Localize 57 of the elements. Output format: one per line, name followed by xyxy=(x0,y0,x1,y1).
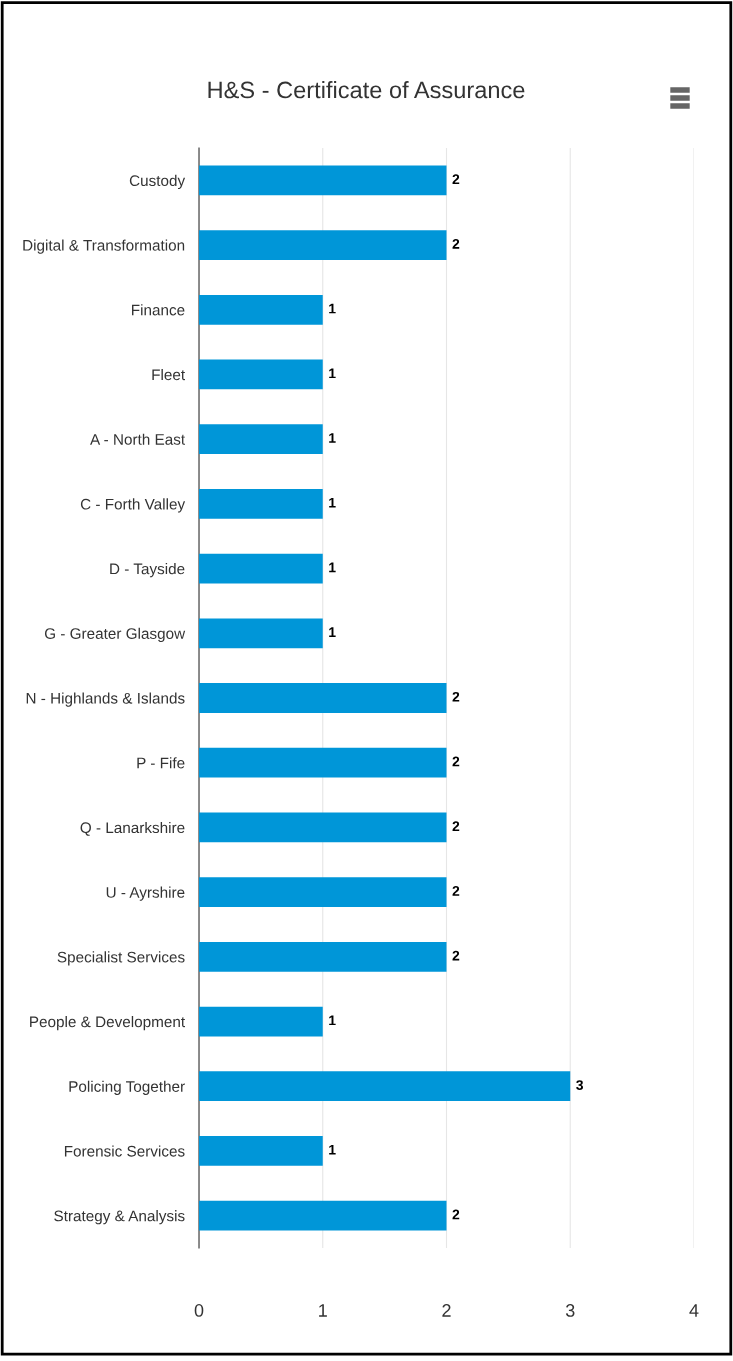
data-label: 2 xyxy=(452,950,460,961)
y-tick-label: N - Highlands & Islands xyxy=(26,692,185,707)
bar xyxy=(199,230,447,260)
y-tick-label: D - Tayside xyxy=(110,563,185,578)
chart-title: H&S - Certificate of Assurance xyxy=(208,81,525,99)
x-tick-label: 0 xyxy=(194,1304,204,1317)
data-label: 2 xyxy=(452,174,460,184)
y-tick-label: Specialist Services xyxy=(57,951,185,966)
y-tick-label: Finance xyxy=(132,304,185,316)
bar xyxy=(199,165,447,196)
bar xyxy=(199,1071,571,1102)
data-label: 2 xyxy=(452,886,460,896)
y-tick-label: People & Development xyxy=(30,1015,186,1031)
bar xyxy=(199,618,323,649)
y-tick-label: Fleet xyxy=(152,368,185,381)
bar xyxy=(199,553,323,584)
y-tick-label: Strategy & Analysis xyxy=(54,1210,185,1225)
data-label: 2 xyxy=(452,691,460,702)
bar xyxy=(199,812,447,843)
y-tick-label: U - Ayrshire xyxy=(106,886,185,901)
y-tick-label: Forensic Services xyxy=(64,1145,185,1157)
y-tick-label: Q - Lanarkshire xyxy=(80,821,185,836)
data-label: 1 xyxy=(329,1015,336,1026)
y-tick-label: P - Fife xyxy=(137,757,185,769)
data-label: 3 xyxy=(576,1080,584,1090)
bar xyxy=(199,683,447,713)
bar xyxy=(199,489,323,519)
x-tick-label: 3 xyxy=(565,1304,575,1317)
y-tick-label: A - North East xyxy=(90,433,185,445)
y-tick-label: C - Forth Valley xyxy=(80,498,186,513)
bar xyxy=(199,294,323,325)
data-label: 1 xyxy=(329,562,336,573)
data-label: 1 xyxy=(329,1144,336,1155)
bar xyxy=(199,877,447,907)
bar xyxy=(199,424,323,455)
x-tick-label: 1 xyxy=(319,1304,327,1317)
data-label: 1 xyxy=(329,433,336,443)
bar xyxy=(199,359,323,390)
data-label: 2 xyxy=(452,756,460,767)
x-tick-label: 2 xyxy=(442,1304,451,1317)
y-tick-label: Custody xyxy=(129,174,186,190)
data-label: 1 xyxy=(329,368,336,379)
bar xyxy=(199,1200,447,1231)
data-label: 2 xyxy=(452,1209,460,1220)
y-tick-label: G - Greater Glasgow xyxy=(44,627,186,642)
x-tick-label: 4 xyxy=(689,1304,699,1317)
y-tick-label: Digital & Transformation xyxy=(23,239,185,254)
data-label: 1 xyxy=(329,627,336,637)
data-label: 2 xyxy=(452,821,460,831)
bar xyxy=(199,941,447,972)
data-label: 1 xyxy=(329,497,336,508)
bar xyxy=(199,747,447,778)
y-tick-label: Policing Together xyxy=(69,1080,185,1095)
data-label: 2 xyxy=(452,238,460,249)
bar xyxy=(199,1136,323,1166)
data-label: 1 xyxy=(329,303,336,314)
bar xyxy=(199,1006,323,1037)
